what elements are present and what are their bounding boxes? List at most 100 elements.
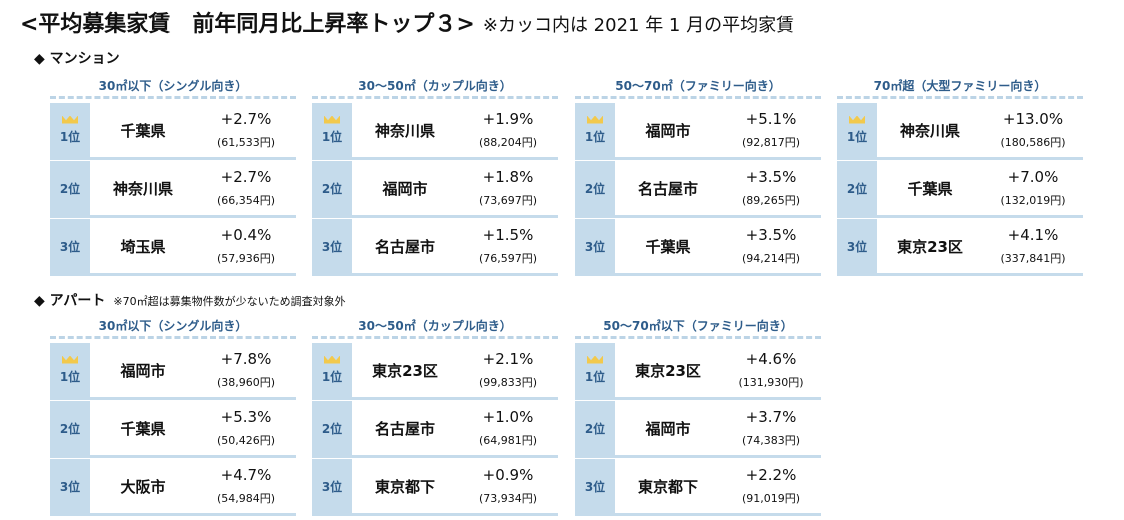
ranking-row: 1位 東京23区 +2.1% (99,833円) [312,343,558,400]
rank-label: 2位 [846,181,868,196]
ranking-row: 3位 埼玉県 +0.4% (57,936円) [50,219,296,276]
ranking-row: 1位 福岡市 +7.8% (38,960円) [50,343,296,400]
increase-rate: +5.1% [745,110,797,128]
crown-icon [62,115,78,124]
crown-icon [324,355,340,364]
ranking-row: 1位 千葉県 +2.7% (61,533円) [50,103,296,160]
increase-rate: +2.7% [220,168,272,186]
divider [50,336,296,339]
ranking-row: 3位 東京都下 +0.9% (73,934円) [312,459,558,516]
increase-rate: +4.6% [745,350,797,368]
average-rent: (74,383円) [741,434,801,447]
value-cell: +1.5% (76,597円) [458,219,558,273]
rank-label: 1位 [584,129,606,144]
value-cell: +0.9% (73,934円) [458,459,558,513]
average-rent: (54,984円) [216,492,276,505]
increase-rate: +2.7% [220,110,272,128]
area-name: 東京都下 [374,477,435,496]
average-rent: (91,019円) [741,492,801,505]
card-header: 50～70㎡（ファミリー向き） [615,79,781,93]
mansion-card: 70㎡超（大型ファミリー向き） 1位 神奈川県 +13.0% (180,586円)… [837,76,1083,277]
card-header: 30～50㎡（カップル向き） [358,319,512,333]
card-header: 70㎡超（大型ファミリー向き） [873,79,1047,93]
area-name: 神奈川県 [112,179,173,198]
value-cell: +2.2% (91,019円) [721,459,821,513]
rank-label: 2位 [584,421,606,436]
increase-rate: +1.0% [482,408,534,426]
average-rent: (73,697円) [478,194,538,207]
average-rent: (131,930円) [738,376,804,389]
increase-rate: +0.4% [220,226,272,244]
area-name: 東京23区 [897,237,963,256]
average-rent: (94,214円) [741,252,801,265]
apartment-card: 50～70㎡以下（ファミリー向き） 1位 東京23区 +4.6% (131,930… [575,316,821,517]
ranking-row: 1位 神奈川県 +1.9% (88,204円) [312,103,558,160]
divider [837,96,1083,99]
average-rent: (337,841円) [1000,252,1066,265]
ranking-row: 3位 大阪市 +4.7% (54,984円) [50,459,296,516]
rank-cell: 3位 [312,219,352,273]
ranking-row: 3位 千葉県 +3.5% (94,214円) [575,219,821,276]
rank-cell: 2位 [312,161,352,215]
rank-label: 2位 [59,421,81,436]
rank-cell: 3位 [312,459,352,513]
value-cell: +7.0% (132,019円) [983,161,1083,215]
rank-label: 3位 [584,239,606,254]
rank-cell: 1位 [837,103,877,157]
ranking-row: 2位 名古屋市 +3.5% (89,265円) [575,161,821,218]
ranking-row: 1位 東京23区 +4.6% (131,930円) [575,343,821,400]
value-cell: +3.7% (74,383円) [721,401,821,455]
value-cell: +4.6% (131,930円) [721,343,821,397]
ranking-row: 3位 東京都下 +2.2% (91,019円) [575,459,821,516]
crown-icon [587,355,603,364]
increase-rate: +2.2% [745,466,797,484]
rank-label: 3位 [584,479,606,494]
average-rent: (76,597円) [478,252,538,265]
area-name: 千葉県 [120,121,166,140]
divider [575,96,821,99]
rank-label: 1位 [59,129,81,144]
increase-rate: +3.5% [745,168,797,186]
average-rent: (88,204円) [478,136,538,149]
average-rent: (64,981円) [478,434,538,447]
average-rent: (180,586円) [1000,136,1066,149]
mansion-card: 50～70㎡（ファミリー向き） 1位 福岡市 +5.1% (92,817円) 2位… [575,76,821,277]
area-name: 名古屋市 [637,179,698,198]
rank-label: 3位 [59,479,81,494]
rank-label: 1位 [321,129,343,144]
rank-cell: 2位 [312,401,352,455]
area-name: 福岡市 [382,179,428,198]
page-title: <平均募集家賃 前年同月比上昇率トップ３> ※カッコ内は 2021 年 1 月の平… [20,6,794,38]
rank-label: 3位 [846,239,868,254]
average-rent: (50,426円) [216,434,276,447]
area-name: 千葉県 [907,179,953,198]
divider [312,336,558,339]
card-header: 30～50㎡（カップル向き） [358,79,512,93]
increase-rate: +7.8% [220,350,272,368]
ranking-row: 2位 千葉県 +7.0% (132,019円) [837,161,1083,218]
rank-cell: 2位 [575,161,615,215]
value-cell: +4.7% (54,984円) [196,459,296,513]
increase-rate: +0.9% [482,466,534,484]
value-cell: +1.0% (64,981円) [458,401,558,455]
rank-cell: 2位 [50,161,90,215]
area-name: 神奈川県 [899,121,960,140]
rank-label: 3位 [59,239,81,254]
average-rent: (89,265円) [741,194,801,207]
value-cell: +2.7% (61,533円) [196,103,296,157]
rank-cell: 1位 [575,343,615,397]
title-note: ※カッコ内は 2021 年 1 月の平均家賃 [482,15,795,36]
area-name: 埼玉県 [120,237,166,256]
card-header: 50～70㎡以下（ファミリー向き） [603,319,793,333]
average-rent: (38,960円) [216,376,276,389]
value-cell: +2.7% (66,354円) [196,161,296,215]
ranking-row: 2位 福岡市 +3.7% (74,383円) [575,401,821,458]
ranking-row: 2位 福岡市 +1.8% (73,697円) [312,161,558,218]
value-cell: +5.3% (50,426円) [196,401,296,455]
average-rent: (132,019円) [1000,194,1066,207]
area-name: 東京23区 [372,361,438,380]
apartment-card: 30～50㎡（カップル向き） 1位 東京23区 +2.1% (99,833円) 2… [312,316,558,517]
rank-cell: 2位 [50,401,90,455]
rank-label: 3位 [321,239,343,254]
apartment-label: ◆ アパート [34,293,106,309]
